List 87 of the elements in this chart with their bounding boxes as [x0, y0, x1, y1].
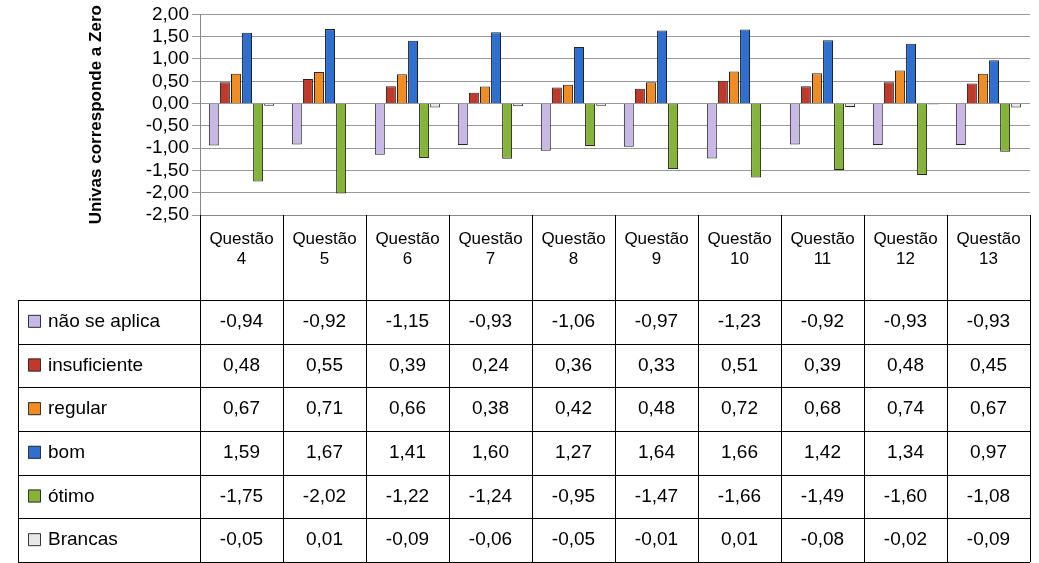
data-label: -1,66	[717, 484, 762, 506]
legend-label: insuficiente	[48, 353, 144, 375]
data-label: 0,38	[472, 397, 509, 419]
data-label: 0,45	[970, 353, 1007, 375]
data-label: 0,48	[887, 353, 924, 375]
data-label: 0,74	[887, 397, 925, 419]
y-tick-label: 0,00	[152, 91, 189, 113]
data-label: 0,67	[223, 397, 260, 419]
data-label: 0,67	[970, 397, 1007, 419]
data-label: -1,75	[219, 484, 264, 506]
data-label: 0,24	[472, 353, 510, 375]
legend-label: bom	[48, 441, 85, 463]
data-label: 1,41	[389, 441, 426, 463]
data-label: -0,93	[883, 310, 928, 332]
data-label: 0,01	[721, 528, 758, 550]
y-tick-label: 1,50	[152, 24, 189, 46]
data-label: -1,47	[634, 484, 679, 506]
data-label: -0,93	[966, 310, 1011, 332]
data-label: 1,67	[306, 441, 343, 463]
data-label: -0,97	[634, 310, 679, 332]
data-label: 0,68	[804, 397, 841, 419]
y-tick-label: 1,00	[152, 47, 189, 69]
legend-label: não se aplica	[48, 310, 161, 332]
y-axis-title: Univas corresponde a Zero	[85, 5, 105, 225]
x-tick-label: Questão 8	[541, 228, 606, 269]
y-tick-label: -1,50	[145, 158, 189, 180]
data-label: -0,08	[800, 528, 845, 550]
data-label: -0,93	[468, 310, 513, 332]
y-tick-label: -2,50	[145, 203, 189, 225]
x-tick-label: Questão 12	[873, 228, 938, 269]
x-tick-label: Questão 13	[956, 228, 1021, 269]
data-label: 0,66	[389, 397, 426, 419]
data-label: -0,09	[385, 528, 430, 550]
data-label: 0,51	[721, 353, 758, 375]
data-label: 0,01	[306, 528, 343, 550]
data-label: 1,34	[887, 441, 925, 463]
data-label: 0,39	[804, 353, 841, 375]
data-label: 0,72	[721, 397, 758, 419]
data-label: 0,36	[555, 353, 592, 375]
data-label: 0,39	[389, 353, 426, 375]
data-label: -0,95	[551, 484, 596, 506]
data-label: -1,15	[385, 310, 430, 332]
data-label: -1,60	[883, 484, 928, 506]
legend-label: ótimo	[48, 484, 95, 506]
data-label: -1,23	[717, 310, 762, 332]
data-label: 0,42	[555, 397, 592, 419]
data-label: 0,55	[306, 353, 343, 375]
data-label: -1,06	[551, 310, 596, 332]
data-label: -0,02	[883, 528, 928, 550]
x-tick-label: Questão 4	[209, 228, 274, 269]
data-label: -1,49	[800, 484, 845, 506]
data-label: -0,05	[219, 528, 264, 550]
data-label: -2,02	[302, 484, 347, 506]
y-tick-label: 2,00	[152, 2, 189, 24]
legend-label: Brancas	[48, 528, 118, 550]
data-label: 0,97	[970, 441, 1007, 463]
data-label: -1,08	[966, 484, 1011, 506]
x-tick-label: Questão 7	[458, 228, 523, 269]
data-label: -0,09	[966, 528, 1011, 550]
data-label: -1,24	[468, 484, 513, 506]
data-label: 1,60	[472, 441, 509, 463]
y-tick-label: -0,50	[145, 114, 189, 136]
data-label: -0,92	[302, 310, 347, 332]
y-tick-label: 0,50	[152, 69, 189, 91]
legend-label: regular	[48, 397, 108, 419]
x-tick-label: Questão 10	[707, 228, 772, 269]
data-label: 1,27	[555, 441, 592, 463]
data-label: 1,64	[638, 441, 676, 463]
data-label: 1,66	[721, 441, 758, 463]
data-label: -0,05	[551, 528, 596, 550]
data-label: -1,22	[385, 484, 430, 506]
data-label: 1,59	[223, 441, 260, 463]
data-label: 0,33	[638, 353, 675, 375]
x-tick-label: Questão 9	[624, 228, 689, 269]
x-tick-label: Questão 5	[292, 228, 357, 269]
x-tick-label: Questão 6	[375, 228, 440, 269]
data-label: -0,06	[468, 528, 513, 550]
data-label: 0,48	[638, 397, 675, 419]
data-label: -0,94	[219, 310, 264, 332]
data-label: 0,48	[223, 353, 260, 375]
y-tick-label: -2,00	[145, 180, 189, 202]
x-tick-label: Questão 11	[790, 228, 855, 269]
data-label: -0,01	[634, 528, 679, 550]
y-tick-label: -1,00	[145, 136, 189, 158]
data-label: 1,42	[804, 441, 841, 463]
data-label: -0,92	[800, 310, 845, 332]
data-label: 0,71	[306, 397, 343, 419]
